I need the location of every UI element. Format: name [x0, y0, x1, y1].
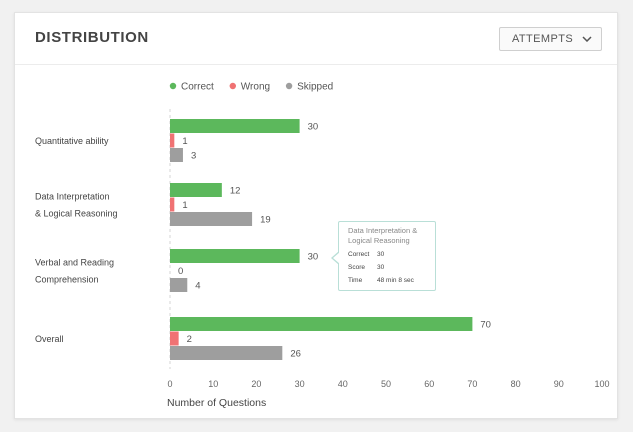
data-label: 2 [187, 334, 192, 345]
bar-wrong [170, 197, 175, 212]
data-label: 4 [195, 281, 200, 292]
x-tick-label: 100 [594, 379, 609, 389]
bar-skipped [170, 212, 253, 226]
bar-correct [170, 119, 300, 133]
x-tick-label: 20 [251, 379, 261, 389]
chevron-down-icon [582, 36, 592, 42]
data-label: 3 [191, 151, 196, 162]
bar-correct [170, 249, 300, 263]
card-header: DISTRIBUTION ATTEMPTS [15, 13, 617, 65]
x-tick-label: 10 [208, 379, 218, 389]
attempts-dropdown[interactable]: ATTEMPTS [499, 27, 602, 51]
x-axis-label: Number of Questions [167, 397, 266, 409]
data-label: 26 [290, 349, 301, 360]
bar-wrong [170, 331, 179, 346]
category-label: & Logical Reasoning [35, 208, 118, 218]
x-tick-label: 0 [167, 379, 172, 389]
distribution-card: DISTRIBUTION ATTEMPTS Correct Wrong Skippe… [14, 12, 618, 419]
data-label: 1 [182, 136, 187, 147]
category-label: Quantitative ability [35, 136, 109, 146]
chart-tooltip: Data Interpretation & Logical Reasoning … [331, 221, 436, 291]
data-label: 1 [182, 200, 187, 211]
tooltip-row-score: Score 30 [348, 264, 384, 271]
bar-wrong [170, 133, 175, 148]
tooltip-value: 30 [377, 251, 385, 258]
dropdown-label: ATTEMPTS [512, 33, 574, 45]
tooltip-key: Time [348, 277, 363, 284]
data-label: 30 [308, 122, 319, 133]
data-label: 30 [308, 252, 319, 263]
category-label: Data Interpretation [35, 191, 110, 201]
x-tick-label: 90 [554, 379, 564, 389]
card-title: DISTRIBUTION [35, 29, 149, 46]
tooltip-title: Data Interpretation & Logical Reasoning [348, 226, 418, 245]
bar-correct [170, 183, 222, 197]
data-label: 70 [480, 320, 491, 331]
x-tick-label: 40 [338, 379, 348, 389]
bar-skipped [170, 346, 283, 360]
category-label: Overall [35, 334, 64, 344]
category-label: Comprehension [35, 274, 99, 284]
legend-label: Correct [181, 82, 214, 93]
legend-marker [169, 82, 177, 90]
x-tick-label: 60 [424, 379, 434, 389]
category-label: Verbal and Reading [35, 257, 114, 267]
bar-skipped [170, 278, 188, 292]
tooltip-row-correct: Correct 30 [348, 251, 384, 258]
tooltip-value: 30 [377, 264, 385, 271]
bar-correct [170, 317, 473, 331]
tooltip-value: 48 min 8 sec [377, 277, 414, 284]
legend-marker [229, 82, 236, 90]
tooltip-key: Score [348, 264, 365, 271]
data-label: 0 [178, 266, 183, 277]
x-tick-label: 80 [511, 379, 521, 389]
legend-label: Skipped [297, 82, 333, 93]
x-tick-label: 30 [295, 379, 305, 389]
legend-marker [285, 82, 293, 90]
x-tick-label: 70 [467, 379, 477, 389]
data-label: 19 [260, 215, 271, 226]
data-label: 12 [230, 186, 241, 197]
distribution-chart: Correct Wrong Skipped Quantitative ability 3… [35, 82, 610, 410]
x-tick-label: 50 [381, 379, 391, 389]
tooltip-key: Correct [348, 251, 370, 258]
tooltip-row-time: Time 48 min 8 sec [348, 277, 414, 284]
legend-label: Wrong [241, 82, 270, 93]
bar-skipped [170, 148, 183, 162]
